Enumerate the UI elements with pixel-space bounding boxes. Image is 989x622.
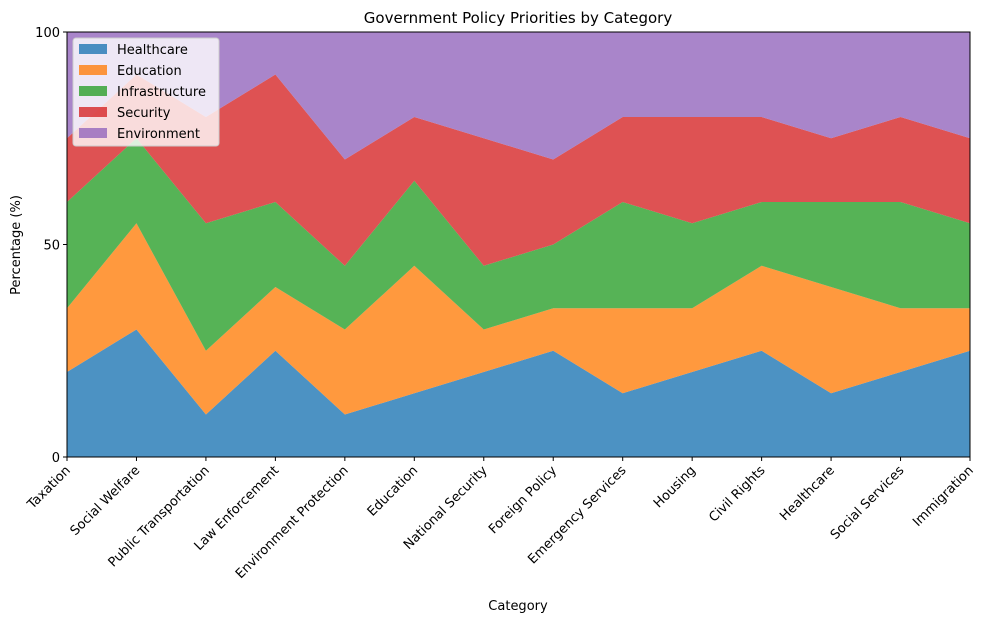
x-tick-label: Foreign Policy [486,463,560,537]
x-tick-label: Environment Protection [233,463,352,582]
y-tick-label: 100 [35,26,60,41]
plot-frame [66,31,971,458]
area-layers [67,32,970,457]
legend-label-environment: Environment [117,127,200,142]
legend: Healthcare Education Infrastructure Securit… [72,37,220,147]
legend-swatch-environment [79,128,107,138]
legend-label-healthcare: Healthcare [117,43,188,58]
x-tick-label: Education [365,463,421,519]
legend-label-infrastructure: Infrastructure [117,85,206,100]
legend-swatch-infrastructure [79,86,107,96]
legend-label-education: Education [117,64,182,79]
y-axis-label: Percentage (%) [9,195,24,295]
legend-swatch-security [79,107,107,117]
y-tick-label: 0 [52,451,60,466]
area-infrastructure [67,138,970,351]
area-healthcare [67,329,970,457]
legend-box [72,37,220,147]
x-tick-label: Housing [651,463,699,511]
legend-swatch-healthcare [79,44,107,54]
legend-swatch-education [79,65,107,75]
x-tick-label: Healthcare [777,463,838,524]
x-axis-label: Category [488,599,548,614]
chart-title: Government Policy Priorities by Category [364,9,673,27]
y-axis-ticks: 0 50 100 [35,26,67,466]
area-education [67,223,970,415]
x-tick-label: Social Services [828,463,908,543]
x-tick-label: Civil Rights [706,463,768,525]
x-tick-label: Immigration [910,463,977,530]
area-environment [67,32,970,160]
legend-label-security: Security [117,106,171,121]
y-tick-label: 50 [43,239,60,254]
area-security [67,74,970,266]
x-tick-label: Social Welfare [68,463,144,539]
x-tick-label: Taxation [24,463,74,513]
